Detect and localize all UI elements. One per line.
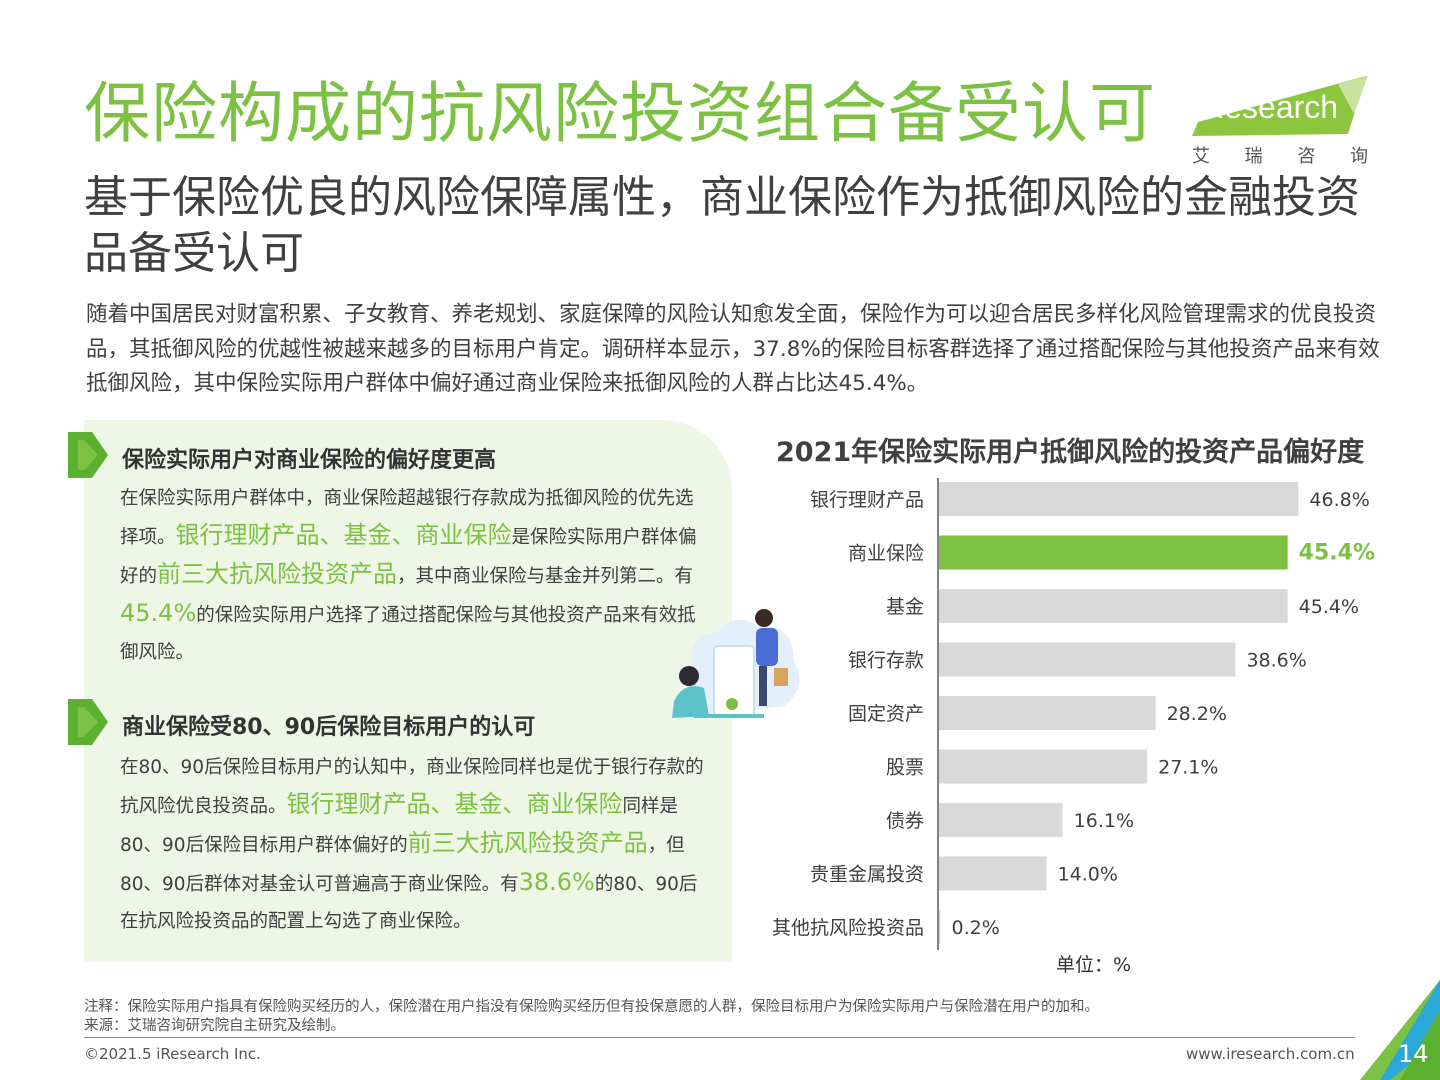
category-label: 债券 [886, 810, 924, 832]
logo-text: iResearch [1194, 89, 1338, 125]
data-label: 16.1% [1074, 810, 1134, 832]
data-label: 38.6% [1246, 650, 1306, 672]
page-title: 保险构成的抗风险投资组合备受认可 [84, 75, 1156, 152]
category-label: 银行理财产品 [810, 489, 924, 511]
section1-body: 在保险实际用户群体中，商业保险超越银行存款成为抵御风险的优先选择项。银行理财产品… [120, 488, 697, 663]
data-label: 28.2% [1167, 703, 1227, 725]
intro-paragraph: 随着中国居民对财富积累、子女教育、养老规划、家庭保障的风险认知愈发全面，保险作为… [86, 302, 1380, 396]
bar [939, 910, 941, 944]
data-label: 45.4% [1299, 541, 1375, 566]
bar [939, 589, 1288, 623]
bar [939, 803, 1063, 837]
section2-title: 商业保险受80、90后保险目标用户的认可 [122, 715, 536, 740]
data-label: 27.1% [1158, 757, 1218, 779]
bar [939, 749, 1148, 784]
page-subtitle: 基于保险优良的风险保障属性，商业保险作为抵御风险的金融投资品备受认可 [84, 172, 1360, 279]
website-link[interactable]: www.iresearch.com.cn [1186, 1045, 1355, 1063]
data-label: 45.4% [1299, 596, 1359, 618]
logo-badge-icon: iResearch [1192, 76, 1368, 136]
chart-title: 2021年保险实际用户抵御风险的投资产品偏好度 [776, 437, 1365, 468]
data-label: 14.0% [1058, 864, 1118, 886]
iresearch-logo: iResearch 艾 瑞 咨 询 [1188, 74, 1370, 167]
footer-divider [84, 1037, 1355, 1038]
corner-decoration-icon [1360, 980, 1440, 1080]
bar [939, 696, 1156, 730]
category-label: 固定资产 [848, 703, 924, 725]
category-label: 其他抗风险投资品 [772, 917, 924, 939]
bar [939, 642, 1236, 677]
data-label: 46.8% [1309, 489, 1369, 511]
category-label: 股票 [886, 757, 924, 779]
data-label: 0.2% [952, 917, 1000, 939]
copyright: ©2021.5 iResearch Inc. [84, 1045, 261, 1063]
bar [939, 856, 1047, 891]
category-label: 商业保险 [848, 543, 924, 565]
section2-body: 在80、90后保险目标用户的认知中，商业保险同样也是优于银行存款的抗风险优良投资… [120, 757, 704, 932]
people-illustration-icon [672, 609, 800, 718]
footnote-source: 来源：艾瑞咨询研究院自主研究及绘制。 [84, 1018, 345, 1034]
footnote-note: 注释：保险实际用户指具有保险购买经历的人，保险潜在用户指没有保险购买经历但有投保… [84, 999, 1099, 1015]
bar-chart: 银行理财产品 46.8% 商业保险 45.4% 基金 45.4% 银行存款 38.6% 固定资产… [772, 478, 1375, 950]
category-label: 银行存款 [848, 650, 924, 672]
footnotes: 注释：保险实际用户指具有保险购买经历的人，保险潜在用户指没有保险购买经历但有投保… [84, 998, 1099, 1036]
section1-title: 保险实际用户对商业保险的偏好度更高 [122, 448, 497, 473]
bar [939, 482, 1299, 516]
page-number: 14 [1398, 1040, 1429, 1068]
category-label: 基金 [886, 596, 924, 618]
insight-panel [84, 420, 732, 962]
chart-unit: 单位：% [1056, 954, 1132, 976]
logo-cn-text: 艾 瑞 咨 询 [1192, 146, 1368, 167]
category-label: 贵重金属投资 [810, 864, 924, 886]
bar [939, 535, 1288, 570]
